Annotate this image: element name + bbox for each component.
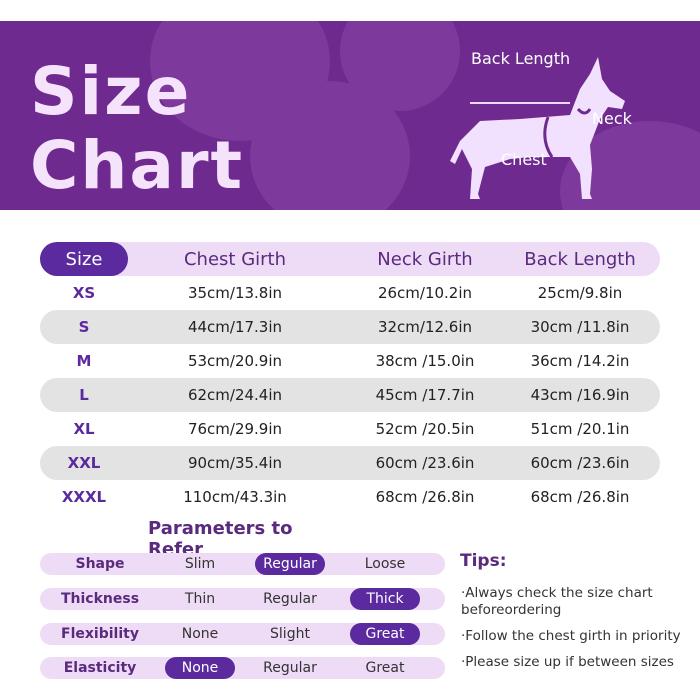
parameter-option-selected: Thick — [350, 588, 420, 610]
parameter-label: Thickness — [60, 591, 140, 607]
back-cell: 68cm /26.8in — [530, 488, 630, 506]
row-background — [40, 446, 660, 480]
parameter-option: Thin — [184, 591, 216, 607]
neck-label: Neck — [592, 109, 632, 128]
chest-cell: 44cm/17.3in — [187, 318, 283, 336]
size-cell: XL — [73, 420, 95, 438]
parameter-row-thickness: Thickness Thin Regular Thick — [40, 588, 445, 610]
parameter-row-flexibility: Flexibility None Slight Great — [40, 623, 445, 645]
chest-cell: 53cm/20.9in — [187, 352, 283, 370]
header-size: Size — [40, 242, 128, 276]
dog-silhouette-icon — [450, 57, 625, 199]
size-cell: XXXL — [61, 488, 107, 506]
header-back-length: Back Length — [524, 248, 636, 270]
back-cell: 25cm/9.8in — [537, 284, 623, 302]
parameter-option-selected: Great — [350, 623, 420, 645]
row-background — [40, 310, 660, 344]
parameter-option-selected: Regular — [255, 553, 325, 575]
row-background — [40, 378, 660, 412]
chest-cell: 110cm/43.3in — [183, 488, 287, 506]
table-row: XS 35cm/13.8in 26cm/10.2in 25cm/9.8in — [40, 276, 660, 310]
parameter-label: Elasticity — [63, 660, 137, 676]
back-cell: 30cm /11.8in — [530, 318, 630, 336]
neck-cell: 38cm /15.0in — [375, 352, 475, 370]
table-row: XL 76cm/29.9in 52cm /20.5in 51cm /20.1in — [40, 412, 660, 446]
chest-cell: 90cm/35.4in — [187, 454, 283, 472]
parameter-option: Loose — [364, 556, 406, 572]
table-row: XXL 90cm/35.4in 60cm /23.6in 60cm /23.6i… — [40, 446, 660, 480]
tip-item: ·Please size up if between sizes — [461, 654, 674, 670]
parameter-label: Flexibility — [61, 626, 139, 642]
chest-cell: 76cm/29.9in — [187, 420, 283, 438]
parameter-option: Slight — [270, 626, 310, 642]
table-row: XXXL 110cm/43.3in 68cm /26.8in 68cm /26.… — [40, 480, 660, 514]
parameter-option-selected: None — [165, 657, 235, 679]
neck-cell: 68cm /26.8in — [375, 488, 475, 506]
tip-item: ·Always check the size chart beforeorder… — [461, 585, 653, 618]
header-row-background — [40, 242, 660, 276]
table-row: L 62cm/24.4in 45cm /17.7in 43cm /16.9in — [40, 378, 660, 412]
parameter-label: Shape — [75, 556, 125, 572]
neck-cell: 52cm /20.5in — [375, 420, 475, 438]
neck-cell: 26cm/10.2in — [377, 284, 473, 302]
table-header-row: Size Chest Girth Neck Girth Back Length — [40, 242, 660, 276]
header-chest-girth: Chest Girth — [183, 248, 287, 270]
size-table: Size Chest Girth Neck Girth Back Length … — [40, 242, 660, 514]
table-row: M 53cm/20.9in 38cm /15.0in 36cm /14.2in — [40, 344, 660, 378]
parameter-option: Slim — [184, 556, 216, 572]
size-cell: M — [76, 352, 92, 370]
back-cell: 36cm /14.2in — [530, 352, 630, 370]
parameter-option: Great — [365, 660, 405, 676]
tips-title: Tips: — [460, 551, 507, 571]
chest-cell: 62cm/24.4in — [187, 386, 283, 404]
back-cell: 51cm /20.1in — [530, 420, 630, 438]
size-cell: XS — [72, 284, 96, 302]
parameter-row-elasticity: Elasticity None Regular Great — [40, 657, 445, 679]
size-cell: XXL — [67, 454, 101, 472]
banner-title-line2: Chart — [30, 127, 245, 204]
parameter-option: None — [181, 626, 219, 642]
size-cell: S — [78, 318, 90, 336]
back-cell: 60cm /23.6in — [530, 454, 630, 472]
size-cell: L — [79, 386, 89, 404]
neck-cell: 45cm /17.7in — [375, 386, 475, 404]
parameter-option: Regular — [263, 591, 317, 607]
size-chart-banner: Size Chart Back Length Neck Chest — [0, 21, 700, 210]
chest-cell: 35cm/13.8in — [187, 284, 283, 302]
neck-cell: 32cm/12.6in — [377, 318, 473, 336]
banner-title-line1: Size — [30, 53, 192, 130]
back-cell: 43cm /16.9in — [530, 386, 630, 404]
back-length-label: Back Length — [471, 49, 571, 68]
table-row: S 44cm/17.3in 32cm/12.6in 30cm /11.8in — [40, 310, 660, 344]
neck-cell: 60cm /23.6in — [375, 454, 475, 472]
chest-label: Chest — [501, 150, 547, 169]
header-neck-girth: Neck Girth — [377, 248, 473, 270]
parameter-row-shape: Shape Slim Regular Loose — [40, 553, 445, 575]
parameter-option: Regular — [263, 660, 317, 676]
tip-item: ·Follow the chest girth in priority — [461, 628, 681, 644]
